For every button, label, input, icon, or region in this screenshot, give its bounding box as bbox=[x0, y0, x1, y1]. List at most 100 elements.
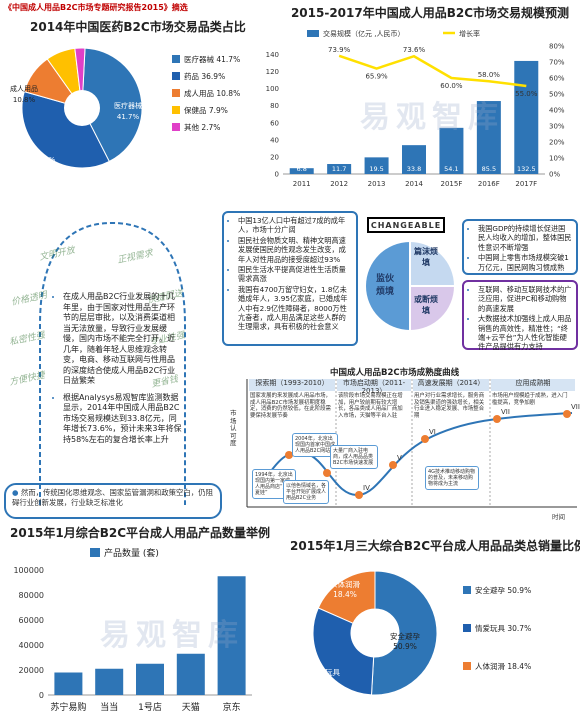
curve-point-1 bbox=[285, 451, 293, 459]
chart2-bar-label-5: 85.5 bbox=[482, 165, 496, 173]
chart2-ytick-right: 80% bbox=[549, 43, 565, 51]
chart4-legend-label-1: 情爱玩具 30.7% bbox=[475, 623, 531, 633]
chart2-svg: 0 20 40 60 80 100 120 140 0% 10% 20% 30% 40% 50% 60% 70… bbox=[266, 29, 565, 188]
chart2-bar-4 bbox=[439, 127, 464, 174]
stage-header-3: 应用成熟期 bbox=[515, 379, 551, 387]
arch-label-4: 私密性强 bbox=[8, 329, 46, 347]
driver-box-tech: 互联网、移动互联网技术的广泛应用，促进PC和移动购物的高速发展大数据技术加强线上… bbox=[462, 280, 578, 352]
chart2-line-label-3: 73.6% bbox=[403, 46, 426, 54]
intro-paragraph-1: 在成人用品B2C行业发展的十几年里，由于国家对性用品生产环节的层层审批，以及消费… bbox=[63, 292, 182, 387]
chart2-ytick-left: 120 bbox=[266, 68, 279, 76]
economic-driver-0: 我国GDP的持续增长促进国民人均收入的增加，整体国民性意识不断增强 bbox=[478, 224, 572, 252]
chart3-ytick: 60000 bbox=[19, 616, 44, 625]
chart2-xtick-3: 2014 bbox=[405, 180, 423, 188]
chart4-legend-swatch-0 bbox=[463, 586, 471, 594]
pie1-legend-swatch-4 bbox=[172, 123, 180, 131]
chart2-bar-label-6: 132.5 bbox=[517, 165, 536, 173]
pie1-slice-0 bbox=[81, 47, 143, 163]
stage-desc-1: 该阶段市场交易规模正在增加，用户较前期有较大增长，各品类成人用品厂商加入市场，天… bbox=[338, 393, 403, 419]
chart2-xtick-1: 2012 bbox=[330, 180, 348, 188]
pie1-legend-label-3: 保健品 7.9% bbox=[184, 105, 228, 115]
chart2-xtick-2: 2013 bbox=[368, 180, 386, 188]
chart4-slice-1 bbox=[312, 607, 375, 696]
chart2-ytick-left: 140 bbox=[266, 51, 279, 59]
stage-header-2: 高速发展期（2014） bbox=[417, 379, 485, 387]
chart3-ytick: 100000 bbox=[13, 566, 44, 575]
circle-left-label: 监伙烦境 bbox=[375, 274, 394, 297]
curve-point-3 bbox=[355, 491, 363, 499]
pie1-legend-swatch-2 bbox=[172, 89, 180, 97]
chart2-bar-5 bbox=[476, 101, 501, 174]
chart2-ytick-right: 70% bbox=[549, 59, 565, 67]
stage-header-0: 探索期（1993-2010） bbox=[255, 379, 329, 387]
pie1-inner-label-2: 药品 36.9% bbox=[17, 155, 56, 164]
stage-desc-0: 国家发展的来发展成人用品市场，成人用品B2C市场发展初期度稳定，消费的仍然较低，… bbox=[250, 393, 331, 419]
chart2-line-label-5: 58.0% bbox=[478, 71, 501, 79]
challenge-box: ● 然而，传统国化思维观念、国家监管漏洞和政策空白，仍阻碍行业创新发展，行业缺乏… bbox=[4, 483, 222, 519]
chart2-bar-3 bbox=[402, 145, 426, 174]
arch-label-6: 方便快捷 bbox=[8, 369, 47, 388]
pie1-inner-label-4: 10.8% bbox=[13, 96, 36, 104]
chart3-bar-1 bbox=[95, 668, 124, 695]
arch-label-2: 价格透明 bbox=[10, 289, 49, 308]
chart1-title: 2014年中国医药B2C市场交易品类占比 bbox=[30, 20, 246, 34]
chart4-slice-0 bbox=[370, 570, 438, 696]
tech-driver-1: 大数据技术加强线上成人用品销售的高效性，精准性；“终端+云平台”为人性化智能硬件… bbox=[478, 314, 572, 352]
chart2-bar-6 bbox=[514, 60, 539, 174]
social-driver-3: 我国有4700万留守妇女，1.8亿未婚成年人，3.95亿家庭，已婚成年人中有2.… bbox=[238, 285, 352, 332]
driver-circle bbox=[366, 242, 454, 330]
chart4-legend-label-0: 安全避孕 50.9% bbox=[475, 585, 531, 595]
pie1-legend-swatch-0 bbox=[172, 55, 180, 63]
chart3-xtick-2: 1号店 bbox=[138, 701, 162, 713]
curve-point-5 bbox=[421, 435, 429, 443]
chart2-ytick-left: 0 bbox=[275, 171, 279, 179]
pie1-legend-swatch-1 bbox=[172, 72, 180, 80]
chart2-growth-line bbox=[338, 54, 527, 88]
chart4-inner-label-3: 50.9% bbox=[393, 642, 417, 651]
curve-point-label-6: VII bbox=[501, 408, 510, 416]
chart2-ytick-left: 100 bbox=[266, 85, 279, 93]
chart4-inner-label-0: 人体润滑 bbox=[330, 579, 360, 589]
curve-ylabel: 市场认可度 bbox=[230, 409, 237, 447]
chart2-legend-swatch-0 bbox=[307, 30, 319, 37]
chart3-xtick-4: 京东 bbox=[223, 701, 241, 713]
pie1-slice-1 bbox=[21, 91, 110, 169]
circle-left-half bbox=[366, 242, 410, 330]
chart2-line-label-2: 65.9% bbox=[365, 73, 388, 81]
curve-point-6 bbox=[493, 415, 501, 423]
chart4-legend-swatch-1 bbox=[463, 624, 471, 632]
chart2-bar-label-0: 6.8 bbox=[297, 165, 307, 173]
chart2-ytick-right: 10% bbox=[549, 155, 565, 163]
curve-point-2 bbox=[323, 469, 331, 477]
pie1-inner-label-0: 医疗器械 bbox=[114, 101, 142, 110]
pie1-inner-label-1: 41.7% bbox=[117, 113, 140, 121]
chart3-xtick-3: 天猫 bbox=[182, 701, 200, 713]
chart2-ytick-left: 20 bbox=[270, 153, 279, 161]
chart2-ytick-right: 50% bbox=[549, 91, 565, 99]
chart3-ytick: 0 bbox=[39, 691, 44, 700]
curve-point-4 bbox=[389, 461, 397, 469]
chart2-ytick-right: 0% bbox=[549, 171, 560, 179]
chart2-ytick-right: 30% bbox=[549, 123, 565, 131]
chart2-xtick-4: 2015F bbox=[441, 180, 463, 188]
chart1-svg: 医疗器械 41.7% 药品 36.9% 成人用品 10.8% 保健品 7.9% 其他 2… bbox=[10, 47, 240, 169]
chart2-bar-label-2: 19.5 bbox=[369, 165, 383, 173]
chart2-bar-label-4: 54.1 bbox=[444, 165, 458, 173]
chart3-ytick: 40000 bbox=[19, 641, 44, 650]
chart2-title: 2015-2017年中国成人用品B2C市场交易规模预测 bbox=[290, 6, 570, 20]
chart4-legend-label-2: 人体润滑 18.4% bbox=[475, 661, 531, 671]
social-driver-2: 国民生活水平提高促进性生活质量需求高涨 bbox=[238, 265, 352, 284]
maturity-curve-svg: IIIIIIIVVVIVIIVIII bbox=[246, 379, 580, 508]
chart2-ytick-left: 40 bbox=[270, 136, 279, 144]
chart3-title: 2015年1月综合B2C平台成人用品产品数量举例 bbox=[10, 526, 271, 540]
chart3-legend-swatch bbox=[90, 548, 100, 557]
callout-5: 4G技术推动移动购物的普及，未来移动购物将成为主流 bbox=[425, 466, 479, 490]
pie1-legend-swatch-3 bbox=[172, 106, 180, 114]
chart3-bar-4 bbox=[217, 576, 246, 695]
stage-header-1: 市场启动期（2011-2013） bbox=[342, 379, 406, 395]
chart3-bar-2 bbox=[136, 663, 164, 695]
driver-box-social: 中国13亿人口中有超过7成的成年人，市场十分广阔国民社会物质文明、精神文明高速发… bbox=[222, 211, 358, 346]
chart2-line-label-6: 55.0% bbox=[515, 90, 538, 98]
chart3-ytick: 80000 bbox=[19, 591, 44, 600]
